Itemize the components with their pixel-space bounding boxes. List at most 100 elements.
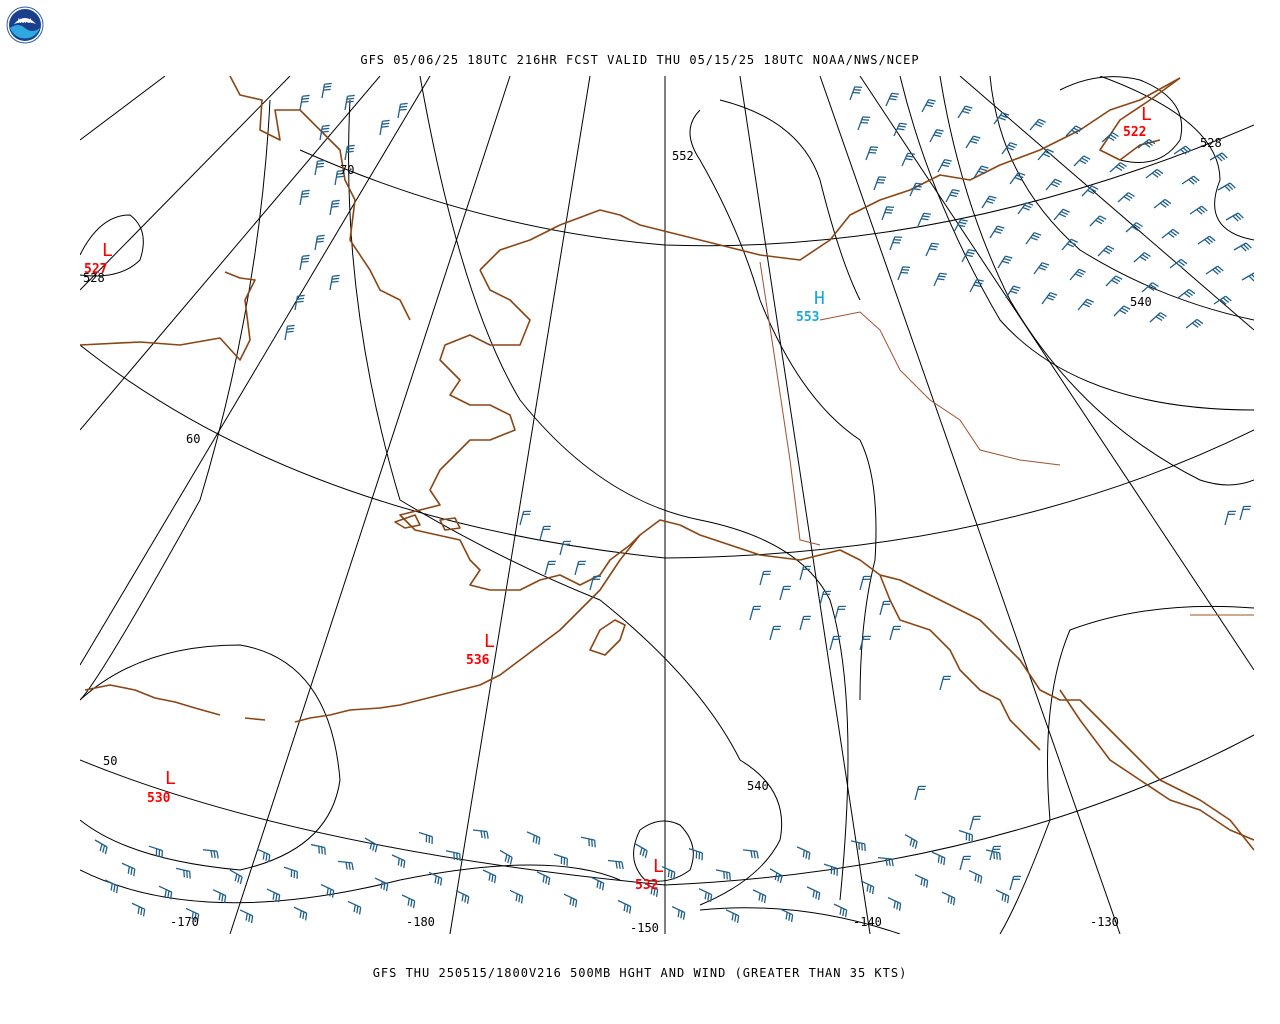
meridian-160 (449, 76, 591, 934)
coast-siberia-nw (229, 76, 411, 321)
wind-barb (1239, 505, 1251, 521)
wind-barb (969, 815, 981, 831)
wind-barb (607, 859, 624, 870)
wind-barb (589, 575, 601, 591)
wind-barb (939, 675, 951, 691)
wind-barb (1101, 132, 1119, 143)
wind-barb (873, 176, 887, 191)
wind-barb (889, 236, 903, 251)
wind-barb (428, 871, 443, 886)
lat-line-70 (299, 124, 1254, 247)
contour-east2 (899, 76, 1254, 411)
wind-barb (94, 839, 108, 855)
wind-barb (299, 189, 310, 206)
wind-barb (293, 906, 308, 921)
wind-barb (945, 189, 960, 203)
wind-barb (509, 889, 524, 904)
wind-barb (1089, 215, 1107, 227)
wind-barb (1213, 295, 1232, 305)
wind-barb (299, 94, 310, 111)
wind-barb (769, 625, 781, 641)
wind-barb (319, 124, 330, 141)
wind-barb (519, 510, 531, 526)
meridian-200 (80, 76, 291, 291)
wind-barb (1224, 510, 1236, 526)
wind-barb (799, 565, 811, 581)
contour-552b (719, 99, 861, 301)
wind-barb (865, 146, 879, 161)
wind-barb (953, 219, 968, 233)
wind-barb (1005, 285, 1021, 299)
wind-barb (921, 99, 936, 113)
coast-st-lawrence (394, 514, 421, 529)
wind-barb (617, 899, 632, 914)
pressure-center-high: H 553 (796, 288, 825, 325)
wind-barb (860, 880, 875, 895)
map-title: GFS 05/06/25 18UTC 216HR FCST VALID THU … (360, 53, 920, 67)
contour-low-sw (80, 644, 341, 871)
wind-barb (445, 850, 461, 861)
wind-barb (893, 122, 907, 137)
wind-barb (1073, 155, 1091, 167)
wind-barb (993, 112, 1010, 125)
wind-barb (937, 159, 952, 173)
wind-barb (1161, 228, 1180, 239)
wind-barb (995, 889, 1010, 904)
wind-barb (391, 854, 406, 868)
wind-barb (742, 849, 759, 859)
wind-barb (482, 869, 497, 884)
wind-barb (779, 585, 791, 601)
wind-barb (981, 195, 997, 209)
wind-barb (121, 862, 136, 877)
border-yukon-nwt (819, 311, 1061, 466)
wind-barb (344, 94, 355, 111)
coast-chukotka (80, 271, 256, 361)
lat-label-60: 60 (186, 432, 200, 446)
wind-barb (574, 560, 586, 576)
wind-barb (1069, 268, 1086, 281)
lon-label-150: -150 (630, 921, 659, 935)
meridian-180 (80, 76, 431, 666)
wind-barb (1017, 202, 1034, 215)
wind-barb (239, 909, 254, 924)
wind-barb (299, 254, 310, 271)
wind-barb (256, 848, 271, 863)
wind-barb (563, 893, 578, 908)
wind-barb (859, 575, 871, 591)
wind-barb (914, 785, 926, 801)
wind-barb (1109, 162, 1127, 173)
contour-south (80, 864, 621, 904)
contour-540 (80, 99, 271, 701)
wind-barb (887, 897, 902, 911)
wind-barb (1061, 238, 1078, 251)
wind-barb (957, 105, 973, 119)
contour-540c (419, 76, 849, 901)
center-letter: L (165, 768, 176, 789)
wind-barb (1169, 258, 1188, 269)
wind-barb (1137, 138, 1156, 149)
wind-barb (148, 845, 163, 858)
wind-barb (553, 853, 568, 866)
meridian-x (80, 76, 166, 141)
border-alaska-canada (759, 261, 821, 546)
coast-alaska-north (479, 77, 1181, 271)
contour-label-528-west: 528 (83, 271, 105, 285)
wind-barb (1241, 272, 1254, 282)
lat-label-50: 50 (103, 754, 117, 768)
wind-barb (1225, 212, 1244, 222)
meridian-130 (819, 76, 1121, 934)
center-value: 522 (1123, 125, 1146, 140)
meridian-190 (80, 76, 381, 431)
wind-barb (1205, 265, 1224, 275)
wind-barb (1009, 172, 1026, 185)
contour-east (939, 76, 1254, 486)
center-value: 532 (635, 878, 658, 893)
center-letter: L (484, 631, 495, 652)
pressure-center-low-nw: L 527 (84, 240, 113, 277)
wind-barb (1041, 292, 1058, 305)
wind-barb (929, 129, 944, 143)
pressure-center-low-sw: L 530 (147, 768, 176, 806)
lon-label-170: -170 (170, 915, 199, 929)
